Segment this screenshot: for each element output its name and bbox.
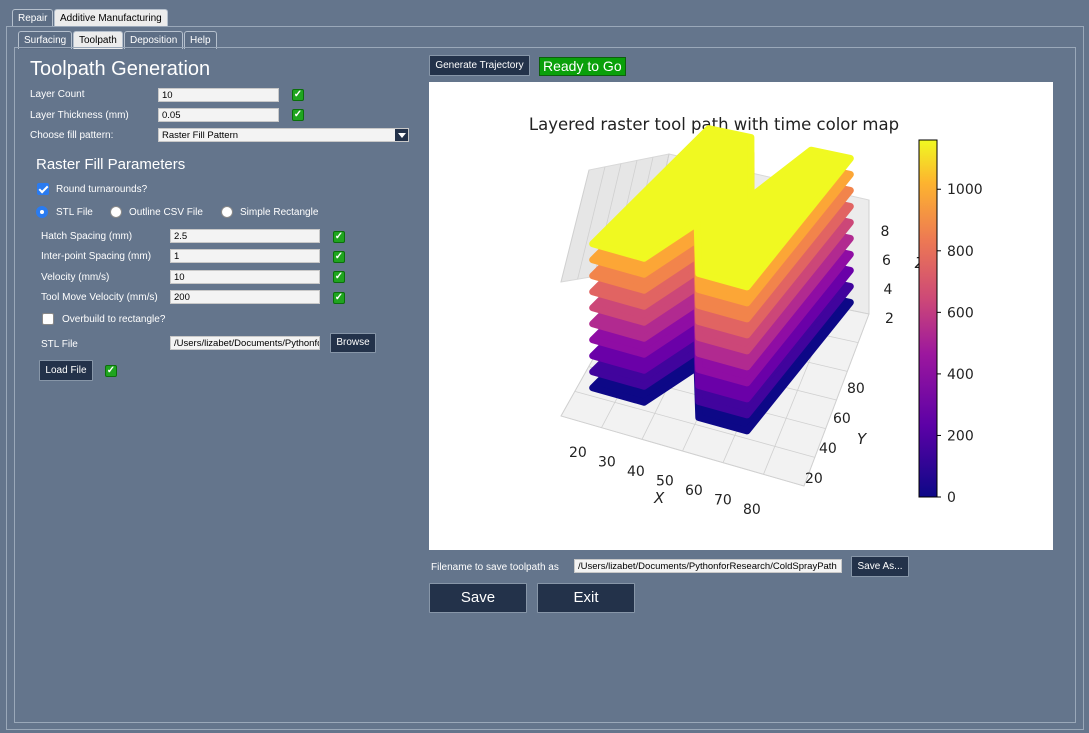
grid-line <box>560 169 590 283</box>
save-as-button[interactable]: Save As... <box>851 556 909 577</box>
outline-csv-radio[interactable] <box>110 206 122 218</box>
page-title: Toolpath Generation <box>30 58 211 80</box>
simple-rectangle-radio-label: Simple Rectangle <box>240 207 319 218</box>
main-panel <box>6 26 1084 730</box>
y-tick-label: 40 <box>819 441 837 457</box>
grid-line <box>577 166 606 280</box>
load-file-button[interactable]: Load File <box>39 360 93 381</box>
stl-file-radio-label: STL File <box>56 207 93 218</box>
raster-section-title: Raster Fill Parameters <box>36 156 186 173</box>
plot-canvas: Layered raster tool path with time color… <box>529 115 983 518</box>
z-tick-label: 2 <box>885 311 894 327</box>
tab-repair[interactable]: Repair <box>12 9 54 27</box>
stl-file-radio[interactable] <box>36 206 48 218</box>
velocity-label: Velocity (mm/s) <box>41 272 110 283</box>
hatch-spacing-input[interactable]: 2.5 <box>170 229 320 243</box>
hatch-spacing-valid-icon: ✓ <box>333 231 345 243</box>
colorbar-tick-label: 0 <box>947 490 956 506</box>
stl-file-label: STL File <box>41 339 78 350</box>
simple-rectangle-radio[interactable] <box>221 206 233 218</box>
y-tick-label: 60 <box>833 411 851 427</box>
save-filename-input[interactable]: /Users/lizabet/Documents/PythonforResear… <box>574 559 842 573</box>
chevron-down-icon[interactable] <box>395 129 408 141</box>
z-tick-label: 4 <box>884 282 893 298</box>
hatch-spacing-label: Hatch Spacing (mm) <box>41 231 133 242</box>
toolpath-plot: Layered raster tool path with time color… <box>429 82 1053 550</box>
stl-file-path-input[interactable]: /Users/lizabet/Documents/PythonforResear… <box>170 336 320 350</box>
round-turnarounds-label: Round turnarounds? <box>56 184 148 195</box>
y-axis-label: Y <box>857 430 868 448</box>
generate-trajectory-button[interactable]: Generate Trajectory <box>429 55 530 76</box>
overbuild-checkbox[interactable] <box>42 313 54 325</box>
fill-pattern-select[interactable]: Raster Fill Pattern <box>158 128 409 142</box>
colorbar-ticks: 0 200 400 600 800 1000 <box>937 182 983 506</box>
colorbar-tick-label: 600 <box>947 305 974 321</box>
interpoint-spacing-input[interactable]: 1 <box>170 249 320 263</box>
layer-count-input[interactable]: 10 <box>158 88 279 102</box>
chart-title: Layered raster tool path with time color… <box>529 115 899 134</box>
tab-deposition[interactable]: Deposition <box>124 31 184 49</box>
x-tick-label: 70 <box>714 493 732 509</box>
fill-pattern-label: Choose fill pattern: <box>30 130 114 141</box>
tab-help[interactable]: Help <box>184 31 217 49</box>
colorbar-tick-label: 800 <box>947 244 974 260</box>
tool-move-velocity-valid-icon: ✓ <box>333 292 345 304</box>
x-axis-label: X <box>653 489 665 507</box>
colorbar-tick-label: 200 <box>947 428 974 444</box>
x-axis-ticks: 20 30 40 50 60 70 80 <box>569 445 761 518</box>
z-axis-ticks: 2 4 6 8 <box>881 224 894 327</box>
grid-line <box>803 313 870 487</box>
fill-pattern-value: Raster Fill Pattern <box>162 130 239 141</box>
browse-button[interactable]: Browse <box>330 333 376 353</box>
toolpath-panel <box>14 47 1076 723</box>
z-tick-label: 6 <box>882 253 891 269</box>
layer-count-valid-icon: ✓ <box>292 89 304 101</box>
colorbar <box>918 139 938 498</box>
toolpath-layer <box>589 125 854 291</box>
tool-move-velocity-input[interactable]: 200 <box>170 290 320 304</box>
overbuild-label: Overbuild to rectangle? <box>62 314 166 325</box>
tab-additive-manufacturing[interactable]: Additive Manufacturing <box>54 9 168 27</box>
load-file-valid-icon: ✓ <box>105 365 117 377</box>
layer-thickness-label: Layer Thickness (mm) <box>30 110 129 121</box>
exit-button[interactable]: Exit <box>537 583 635 613</box>
tool-move-velocity-label: Tool Move Velocity (mm/s) <box>41 292 158 303</box>
z-tick-label: 8 <box>881 224 890 240</box>
outline-csv-radio-label: Outline CSV File <box>129 207 203 218</box>
save-button[interactable]: Save <box>429 583 527 613</box>
status-badge: Ready to Go <box>539 57 626 76</box>
tab-toolpath[interactable]: Toolpath <box>73 31 123 49</box>
x-tick-label: 30 <box>598 455 616 471</box>
velocity-input[interactable]: 10 <box>170 270 320 284</box>
x-tick-label: 20 <box>569 445 587 461</box>
layer-thickness-input[interactable]: 0.05 <box>158 108 279 122</box>
tab-surfacing[interactable]: Surfacing <box>18 31 73 49</box>
colorbar-tick-label: 1000 <box>947 182 983 198</box>
x-tick-label: 80 <box>743 502 761 518</box>
x-tick-label: 40 <box>627 464 645 480</box>
interpoint-spacing-label: Inter-point Spacing (mm) <box>41 251 152 262</box>
save-filename-label: Filename to save toolpath as <box>431 562 559 573</box>
round-turnarounds-checkbox[interactable] <box>37 183 49 195</box>
y-tick-label: 80 <box>847 381 865 397</box>
x-tick-label: 50 <box>656 474 674 490</box>
colorbar-tick-label: 400 <box>947 367 974 383</box>
y-tick-label: 20 <box>805 471 823 487</box>
velocity-valid-icon: ✓ <box>333 271 345 283</box>
layer-count-label: Layer Count <box>30 89 85 100</box>
layer-thickness-valid-icon: ✓ <box>292 109 304 121</box>
y-axis-ticks: 20 40 60 80 <box>805 381 865 487</box>
x-tick-label: 60 <box>685 483 703 499</box>
interpoint-spacing-valid-icon: ✓ <box>333 251 345 263</box>
toolpath-layers <box>589 125 854 435</box>
